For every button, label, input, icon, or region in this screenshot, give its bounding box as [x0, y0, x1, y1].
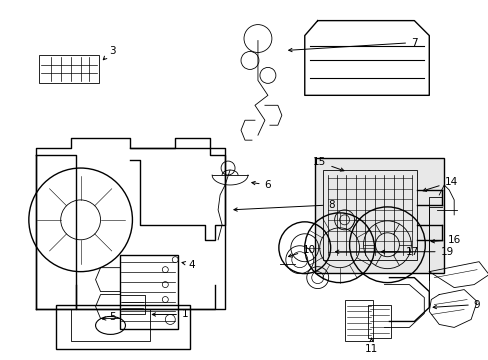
Text: 16: 16 — [430, 235, 460, 245]
Bar — [367, 305, 390, 338]
Text: 7: 7 — [288, 37, 417, 52]
Text: 9: 9 — [432, 300, 479, 310]
Text: 5: 5 — [102, 312, 116, 323]
Bar — [344, 300, 372, 341]
Text: 19: 19 — [381, 247, 453, 257]
Bar — [314, 158, 443, 273]
Text: 8: 8 — [233, 200, 334, 211]
Bar — [120, 255, 178, 329]
Text: 15: 15 — [312, 157, 343, 171]
Text: 11: 11 — [364, 338, 377, 354]
Text: 14: 14 — [422, 177, 457, 192]
Bar — [322, 170, 416, 260]
Text: 1: 1 — [152, 310, 188, 319]
Text: 17: 17 — [335, 247, 418, 257]
Bar — [71, 310, 150, 341]
Text: 6: 6 — [251, 180, 271, 190]
Text: 3: 3 — [103, 45, 116, 60]
Bar — [39, 55, 99, 84]
Text: 4: 4 — [182, 260, 195, 270]
Text: 10: 10 — [288, 245, 316, 257]
Bar — [56, 305, 190, 349]
